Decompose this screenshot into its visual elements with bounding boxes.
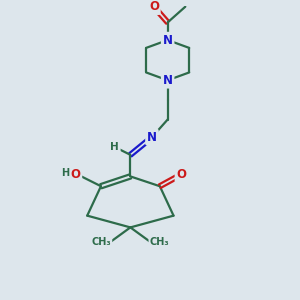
Text: H: H (110, 142, 119, 152)
Text: O: O (149, 0, 159, 13)
Text: N: N (163, 74, 173, 87)
Text: CH₃: CH₃ (150, 237, 170, 247)
Text: O: O (176, 168, 186, 181)
Text: H: H (61, 169, 70, 178)
Text: N: N (163, 34, 173, 46)
Text: O: O (70, 168, 80, 181)
Text: CH₃: CH₃ (91, 237, 111, 247)
Text: N: N (147, 131, 157, 144)
